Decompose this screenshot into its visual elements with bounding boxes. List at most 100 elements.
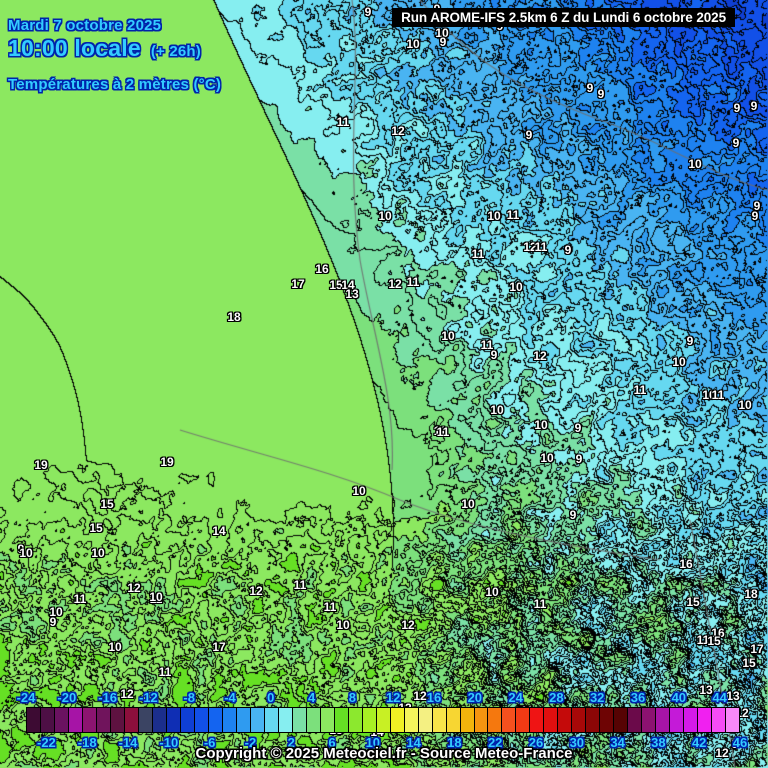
contour-label: 15 xyxy=(89,521,103,535)
color-swatch xyxy=(712,708,727,732)
contour-label: 9 xyxy=(753,199,761,213)
color-scale[interactable]: -24 -22 -20 -18 -16 -14 -12 -10 -8 -6 -4 -2 0 2 4 6 8 10 1… xyxy=(0,690,768,768)
color-swatch xyxy=(208,708,223,732)
contour-label: 10 xyxy=(487,209,501,223)
scale-tick-label: 30 xyxy=(569,735,585,750)
color-swatch xyxy=(278,708,293,732)
contour-label: 14 xyxy=(212,524,226,538)
color-swatch xyxy=(54,708,69,732)
contour-label: 11 xyxy=(711,388,725,402)
contour-label: 9 xyxy=(364,5,372,19)
contour-label: 15 xyxy=(686,595,700,609)
scale-tick-label: -14 xyxy=(118,735,138,750)
scale-tick-label: 4 xyxy=(307,690,316,705)
color-swatch xyxy=(628,708,643,732)
contour-label: 11 xyxy=(149,592,163,606)
contour-label: 9 xyxy=(732,136,740,150)
forecast-time-row: 10:00 locale (+ 26h) xyxy=(8,35,201,62)
color-swatch xyxy=(138,708,153,732)
color-swatch xyxy=(334,708,349,732)
scale-tick-label: -4 xyxy=(224,690,236,705)
color-swatch xyxy=(460,708,475,732)
forecast-time: 10:00 locale xyxy=(8,35,141,61)
contour-label: 10 xyxy=(738,398,752,412)
color-swatch xyxy=(418,708,433,732)
contour-label: 10 xyxy=(509,280,523,294)
scale-tick-label: 26 xyxy=(528,735,544,750)
contour-label: 11 xyxy=(73,592,87,606)
contour-label: 16 xyxy=(711,626,725,640)
scale-tick-label: 10 xyxy=(365,735,381,750)
scale-tick-label: 2 xyxy=(287,735,295,750)
contour-label: 11 xyxy=(534,240,548,254)
contour-label: 12 xyxy=(413,689,427,703)
color-swatch xyxy=(27,708,41,732)
contour-label: 12 xyxy=(523,240,537,254)
contour-label: 10 xyxy=(490,403,504,417)
scale-tick-label: 6 xyxy=(328,735,336,750)
contour-label: 15 xyxy=(100,497,114,511)
scale-tick-label: 18 xyxy=(447,735,462,750)
contour-label: 9 xyxy=(564,243,572,257)
scale-tick-label: 28 xyxy=(549,690,564,705)
color-swatch xyxy=(586,708,601,732)
color-swatch xyxy=(236,708,251,732)
contour-label: 15 xyxy=(329,278,343,292)
color-swatch xyxy=(446,708,461,732)
color-swatch xyxy=(516,708,531,732)
contour-label: 10 xyxy=(461,497,475,511)
color-swatch xyxy=(670,708,685,732)
color-swatch xyxy=(726,708,740,732)
contour-label: 15 xyxy=(742,656,756,670)
contour-label: 10 xyxy=(49,605,63,619)
color-swatch xyxy=(600,708,615,732)
color-swatch xyxy=(250,708,265,732)
color-swatch xyxy=(488,708,503,732)
color-swatch xyxy=(376,708,391,732)
contour-label: 16 xyxy=(315,262,329,276)
scale-tick-label: -12 xyxy=(138,690,158,705)
contour-label: 11 xyxy=(480,338,494,352)
contour-label: 9 xyxy=(751,209,759,223)
contour-label: 9 xyxy=(597,87,605,101)
contour-label: 9 xyxy=(733,101,741,115)
scale-tick-label: 38 xyxy=(651,735,666,750)
color-swatch xyxy=(614,708,629,732)
scale-tick-label: -8 xyxy=(183,690,195,705)
contour-label: 10 xyxy=(441,329,455,343)
contour-label: 19 xyxy=(34,458,48,472)
scale-tick-label: -18 xyxy=(77,735,97,750)
color-swatch xyxy=(264,708,279,732)
scale-tick-label: 0 xyxy=(267,690,275,705)
scale-tick-label: -20 xyxy=(57,690,77,705)
scale-tick-label: -24 xyxy=(16,690,36,705)
color-swatch xyxy=(698,708,713,732)
scale-tick-label: 16 xyxy=(426,690,442,705)
contour-label: 9 xyxy=(750,99,758,113)
contour-label: 9 xyxy=(439,35,447,49)
contour-label: 12 xyxy=(391,124,405,138)
contour-label: 10 xyxy=(672,355,686,369)
color-swatch xyxy=(166,708,181,732)
contour-label: 10 xyxy=(149,590,163,604)
contour-label: 10 xyxy=(19,546,33,560)
scale-tick-label: 40 xyxy=(671,690,687,705)
contour-label: 13 xyxy=(699,683,713,697)
scale-tick-label: 36 xyxy=(630,690,646,705)
contour-label: 9 xyxy=(575,452,583,466)
contour-label: 12 xyxy=(120,687,134,701)
color-swatch xyxy=(40,708,55,732)
contour-label: 10 xyxy=(540,451,554,465)
scale-tick-label: -16 xyxy=(98,690,117,705)
contour-label: 10 xyxy=(485,585,499,599)
scale-tick-label: 8 xyxy=(348,690,357,705)
contour-label: 5 xyxy=(731,737,739,751)
color-swatch xyxy=(96,708,111,732)
contour-label: 10 xyxy=(435,26,449,40)
color-scale-bar[interactable] xyxy=(26,707,740,733)
contour-label: 9 xyxy=(569,508,577,522)
color-swatch xyxy=(180,708,195,732)
contour-label: 11 xyxy=(533,597,547,611)
